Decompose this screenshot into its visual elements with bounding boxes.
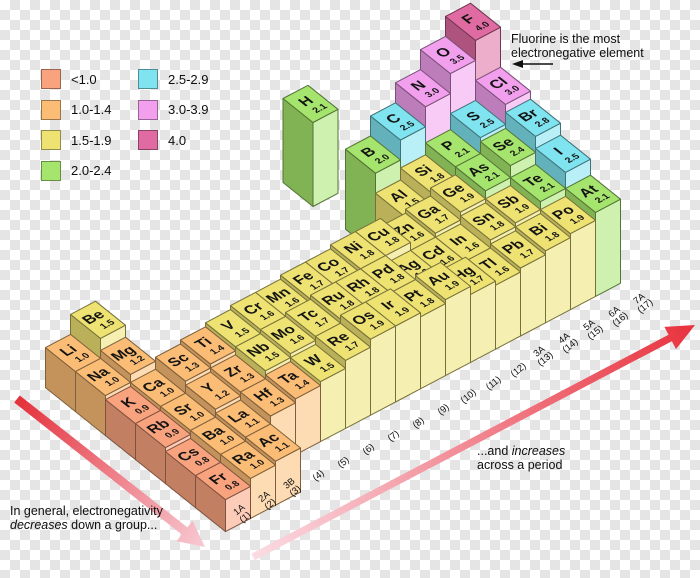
element-label-Re: Re1.7 xyxy=(323,330,362,353)
box-top-face xyxy=(240,378,296,417)
legend-item: 4.0 xyxy=(138,130,186,150)
box-top-face xyxy=(420,35,476,75)
box-top-face xyxy=(395,69,451,108)
period-trend-line1: ...and increases xyxy=(477,444,566,459)
legend-item: 3.0-3.9 xyxy=(138,99,209,120)
element-label-Po: Po1.9 xyxy=(548,203,587,226)
element-symbol: Sc xyxy=(164,351,194,370)
group-trend-note: In general, electronegativity decreases … xyxy=(10,504,163,533)
fluorine-note: Fluorine is the most electronegative ele… xyxy=(511,32,644,60)
element-box-H: H2.1 xyxy=(282,84,339,207)
box-front-face xyxy=(370,325,396,416)
box-top-face xyxy=(70,300,126,339)
box-front-face xyxy=(345,346,371,429)
legend-item: <1.0 xyxy=(41,69,97,89)
box-top-face xyxy=(490,230,546,269)
box-top-face xyxy=(315,322,371,361)
box-top-face xyxy=(535,134,591,173)
element-label-Co: Co1.7 xyxy=(313,255,353,279)
box-top-face xyxy=(515,213,571,252)
group-trend-line2: decreases down a group... xyxy=(10,517,163,533)
element-boxes-layer: H2.1F4.0O3.5N3.0C2.5B2.0Be1.5Li1.0Cl3.0S… xyxy=(45,2,621,533)
legend-label: 2.5-2.9 xyxy=(168,71,209,87)
legend-label: <1.0 xyxy=(71,71,97,87)
period-trend-pre: ...and xyxy=(477,444,512,458)
box-front-face xyxy=(470,280,496,363)
period-trend-arrow xyxy=(251,325,696,561)
box-front-face xyxy=(395,312,421,403)
fluorine-note-line2: electronegative element xyxy=(511,45,644,60)
fluorine-note-line1: Fluorine is the most xyxy=(511,32,621,46)
legend-label: 3.0-3.9 xyxy=(168,102,209,117)
period-trend-italic: increases xyxy=(511,444,566,458)
legend-label: 4.0 xyxy=(168,132,187,148)
box-top-face xyxy=(265,361,321,400)
legend-item: 1.5-1.9 xyxy=(41,130,111,150)
legend-swatch xyxy=(41,130,61,150)
fluorine-pointer-arrowhead-icon xyxy=(512,60,523,68)
legend-item: 2.0-2.4 xyxy=(41,160,112,181)
element-label-Pb: Pb1.7 xyxy=(498,237,537,260)
legend-swatch xyxy=(41,160,61,181)
box-top-face xyxy=(505,98,561,137)
box-front-face xyxy=(445,285,471,377)
box-front-face xyxy=(570,219,596,311)
box-top-face xyxy=(195,461,251,501)
element-symbol: Se xyxy=(489,135,519,154)
box-top-face xyxy=(290,343,346,383)
group-trend-rest: down a group... xyxy=(67,517,158,532)
box-top-face xyxy=(245,423,301,462)
group-trend-line1: In general, electronegativity xyxy=(10,504,163,518)
legend-swatch xyxy=(138,69,158,89)
legend-swatch xyxy=(138,99,158,120)
box-top-face xyxy=(415,261,471,301)
legend-swatch xyxy=(41,69,61,89)
box-top-face xyxy=(565,174,621,213)
group-trend-arrow xyxy=(14,395,206,547)
element-box-Fr: Fr0.8 xyxy=(195,461,251,533)
box-top-face xyxy=(220,440,276,479)
legend-swatch xyxy=(41,99,61,120)
box-top-face xyxy=(282,84,339,123)
legend-label: 1.0-1.4 xyxy=(71,102,112,117)
box-top-face xyxy=(370,102,426,141)
box-front-face xyxy=(595,198,621,297)
box-front-face xyxy=(545,237,571,324)
box-front-face xyxy=(312,108,339,207)
box-top-face xyxy=(475,66,531,105)
trend-arrows xyxy=(14,60,696,561)
box-top-face xyxy=(540,195,596,235)
legend-label: 1.5-1.9 xyxy=(71,132,112,148)
box-top-face xyxy=(340,301,396,340)
box-front-face xyxy=(520,254,546,337)
box-top-face xyxy=(445,2,501,41)
legend-item: 2.5-2.9 xyxy=(138,69,208,89)
legend-item: 1.0-1.4 xyxy=(41,99,112,120)
period-trend-line2: across a period xyxy=(477,457,563,472)
legend-swatch xyxy=(138,130,158,150)
group-trend-italic: decreases xyxy=(10,517,68,532)
box-front-face xyxy=(420,303,446,390)
period-trend-note: ...and increases across a period xyxy=(477,444,566,472)
box-top-face xyxy=(345,135,401,174)
legend-label: 2.0-2.4 xyxy=(71,163,112,178)
element-box-Ac: Ac1.1 xyxy=(245,423,301,506)
